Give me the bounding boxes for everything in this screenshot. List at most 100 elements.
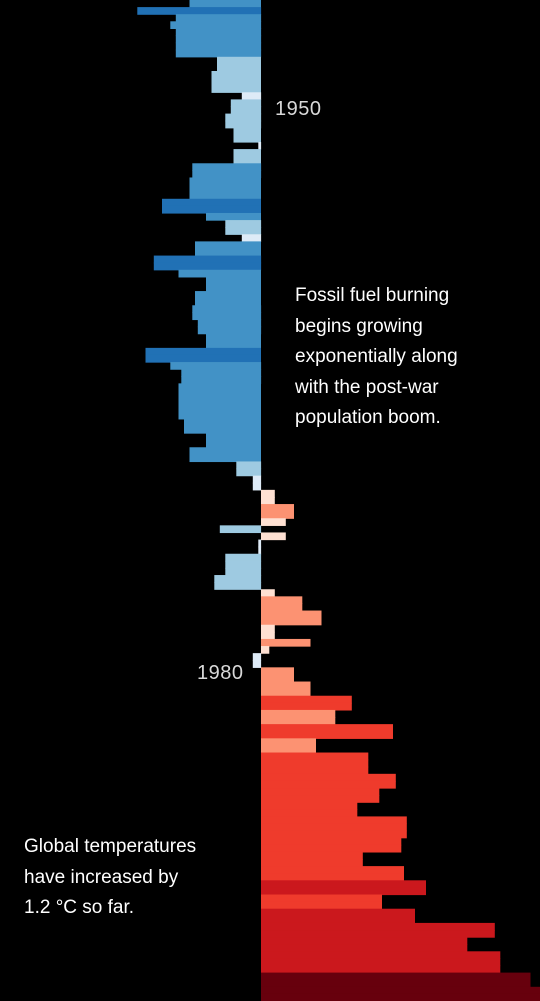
temperature-bar — [261, 709, 336, 718]
temperature-bar — [211, 70, 261, 79]
temperature-bar — [175, 49, 262, 58]
temperature-bar — [178, 269, 261, 278]
temperature-bar — [261, 802, 358, 810]
temperature-bar — [162, 205, 261, 214]
temperature-bar — [241, 234, 262, 242]
temperature-bar — [261, 752, 369, 761]
temperature-bar — [261, 511, 294, 519]
temperature-bar — [195, 291, 261, 299]
temperature-bar — [211, 85, 261, 93]
temperature-bar — [181, 376, 262, 384]
temperature-bar — [230, 106, 262, 115]
temperature-bar — [153, 255, 262, 264]
annotation-total-warming: Global temperatures have increased by 1.… — [24, 832, 196, 924]
temperature-bar — [206, 340, 261, 349]
temperature-bar — [261, 759, 369, 768]
temperature-bar — [261, 915, 415, 924]
temperature-bar — [261, 688, 311, 697]
temperature-bar — [225, 113, 262, 122]
temperature-bar — [261, 795, 380, 803]
temperature-bars — [137, 0, 540, 1001]
temperature-bar — [261, 922, 495, 931]
temperature-bar — [153, 262, 262, 271]
annotation-total-line-2: have increased by — [24, 866, 179, 888]
temperature-bar — [175, 28, 262, 37]
temperature-bar — [189, 177, 261, 186]
temperature-bar — [217, 56, 261, 65]
temperature-bar — [214, 575, 262, 583]
temperature-bar — [261, 518, 286, 526]
year-label-1980: 1980 — [197, 662, 244, 684]
temperature-bar — [261, 816, 407, 825]
temperature-bar — [225, 220, 262, 228]
temperature-bar — [175, 35, 262, 44]
temperature-bar — [261, 944, 468, 952]
temperature-bar — [261, 773, 396, 782]
temperature-bar — [195, 298, 261, 306]
annotation-postwar-line-5: population boom. — [295, 407, 441, 428]
temperature-bar — [225, 560, 262, 569]
temperature-bar — [252, 653, 262, 661]
temperature-bar — [230, 99, 262, 108]
temperature-bar — [258, 141, 262, 150]
temperature-bar — [261, 674, 294, 683]
temperature-bar — [162, 198, 261, 207]
annotation-postwar-line-1: Fossil fuel burning — [295, 285, 450, 306]
temperature-bar — [189, 454, 261, 463]
temperature-bar — [261, 908, 415, 917]
temperature-bar — [261, 589, 275, 597]
temperature-bar — [233, 134, 261, 143]
temperature-bar — [261, 496, 275, 505]
temperature-bar — [233, 156, 261, 164]
temperature-bar — [261, 667, 294, 676]
temperature-bar — [197, 326, 262, 335]
temperature-bar — [261, 958, 501, 967]
temperature-bar — [261, 986, 540, 995]
temperature-bar — [261, 738, 316, 747]
temperature-bar — [181, 369, 262, 377]
temperature-bar — [261, 972, 531, 981]
temperature-bar — [211, 78, 261, 86]
temperature-bar — [261, 951, 501, 959]
temperature-bar — [217, 63, 261, 72]
temperature-bar — [236, 468, 262, 477]
temperature-bar — [145, 354, 261, 363]
temperature-bar — [261, 844, 402, 853]
temperature-bar — [189, 184, 261, 193]
temperature-bar — [261, 809, 358, 818]
temperature-bar — [225, 567, 262, 576]
temperature-bar — [261, 631, 275, 640]
temperature-bar — [192, 312, 262, 321]
temperature-bar — [261, 823, 407, 832]
temperature-bar — [261, 873, 404, 881]
year-label-1950: 1950 — [275, 98, 322, 120]
temperature-bar — [258, 539, 262, 548]
temperature-bar — [261, 766, 369, 775]
temperature-bar — [184, 418, 261, 427]
annotation-postwar: Fossil fuel burning begins growing expon… — [295, 281, 458, 434]
temperature-bar — [178, 390, 261, 399]
annotation-total-line-3: 1.2 °C so far. — [24, 897, 135, 918]
temperature-bar — [261, 993, 540, 1001]
temperature-bar — [261, 724, 393, 732]
temperature-bar — [261, 638, 311, 647]
temperature-bar — [261, 930, 495, 938]
temperature-bar — [261, 887, 426, 896]
temperature-bar — [178, 383, 261, 392]
temperature-bar — [225, 120, 262, 129]
temperature-bar — [206, 333, 261, 342]
temperature-bar — [197, 319, 262, 328]
temperature-bar — [214, 582, 262, 590]
temperature-bar — [261, 830, 407, 839]
temperature-bar — [261, 780, 396, 789]
temperature-bar — [261, 788, 380, 796]
temperature-bar — [261, 745, 316, 754]
temperature-bar — [170, 21, 262, 29]
temperature-bar — [192, 305, 262, 313]
temperature-bar — [184, 425, 261, 434]
temperature-bar — [189, 447, 261, 455]
temperature-bar — [192, 170, 262, 179]
temperature-bar — [261, 596, 303, 605]
annotation-total-line-1: Global temperatures — [24, 836, 197, 857]
